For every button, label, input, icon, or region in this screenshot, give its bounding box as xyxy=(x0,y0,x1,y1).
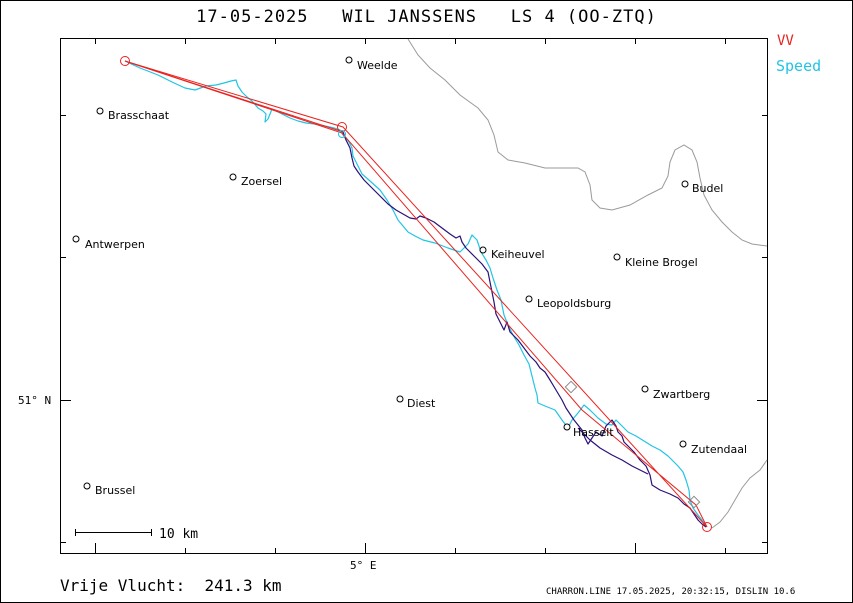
place-label-diest: Diest xyxy=(407,397,436,410)
axis-ticks xyxy=(60,38,768,554)
scale-bar-label: 10 km xyxy=(159,527,198,542)
map-border xyxy=(60,38,768,554)
lon-axis-label: 5° E xyxy=(350,559,377,572)
speed-track xyxy=(124,60,707,528)
place-label-zoersel: Zoersel xyxy=(241,175,282,188)
place-label-antwerpen: Antwerpen xyxy=(85,238,145,251)
turnpoint-boxes xyxy=(564,380,701,509)
credit-line: CHARRON.LINE 17.05.2025, 20:32:15, DISLI… xyxy=(546,587,796,597)
place-label-weelde: Weelde xyxy=(357,59,398,72)
place-label-brasschaat: Brasschaat xyxy=(108,109,170,122)
place-label-budel: Budel xyxy=(692,182,723,195)
place-label-leopoldsburg: Leopoldsburg xyxy=(537,297,611,310)
flight-title: 17-05-2025 WIL JANSSENS LS 4 (OO-ZTQ) xyxy=(196,7,657,27)
border-lines xyxy=(407,38,768,529)
lat-axis-label: 51° N xyxy=(18,394,51,407)
place-label-brussel: Brussel xyxy=(95,484,135,497)
place-label-zutendaal: Zutendaal xyxy=(691,443,747,456)
free-flight-distance: Vrije Vlucht: 241.3 km xyxy=(60,576,282,595)
legend-speed: Speed xyxy=(776,57,822,75)
place-label-hasselt: Hasselt xyxy=(573,426,614,439)
place-markers xyxy=(72,56,689,490)
vario-track xyxy=(342,131,707,528)
place-label-zwartberg: Zwartberg xyxy=(653,388,710,401)
legend-vv: VV xyxy=(777,33,794,49)
place-label-kleine-brogel: Kleine Brogel xyxy=(625,256,698,269)
place-label-keiheuvel: Keiheuvel xyxy=(491,248,545,261)
scale-bar xyxy=(75,529,152,536)
